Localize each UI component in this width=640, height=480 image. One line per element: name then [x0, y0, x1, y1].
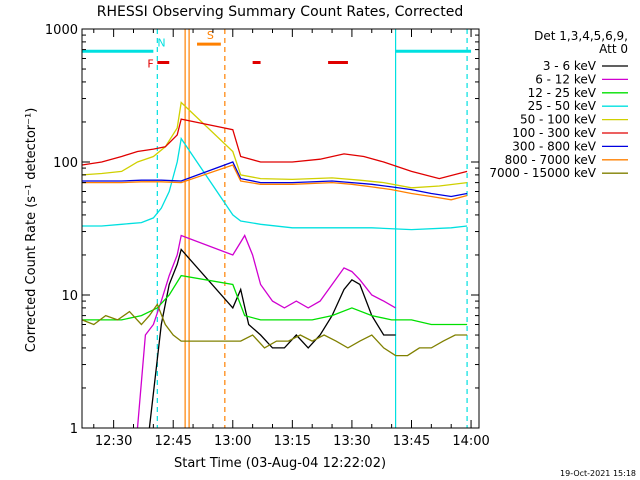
- series-line: [148, 248, 396, 429]
- legend-label: 12 - 25 keV: [528, 86, 597, 100]
- legend-label: 25 - 50 keV: [528, 99, 597, 113]
- series-line: [82, 164, 468, 201]
- legend-header-line2: Att 0: [599, 42, 628, 56]
- legend-label: 3 - 6 keV: [543, 59, 597, 73]
- x-axis: 12:30 12:45 13:00 13:15 13:30 13:45 14:00: [93, 29, 490, 449]
- legend-label: 100 - 300 keV: [512, 126, 596, 140]
- plot-frame: [81, 28, 480, 429]
- legend-label: 50 - 100 keV: [520, 113, 597, 127]
- series-line: [81, 303, 468, 357]
- chart-title: RHESSI Observing Summary Count Rates, Co…: [97, 4, 463, 20]
- flag-label: N: [157, 36, 165, 49]
- x-tick-label: 14:00: [452, 434, 489, 449]
- series-line: [81, 101, 468, 189]
- x-tick-label: 13:00: [214, 434, 251, 449]
- legend-label: 6 - 12 keV: [535, 72, 597, 86]
- legend-label: 300 - 800 keV: [512, 139, 596, 153]
- series-line: [136, 234, 396, 429]
- series-line: [82, 161, 468, 198]
- series-line: [81, 118, 468, 180]
- flag-label: S: [207, 29, 214, 42]
- y-tick-label: 100: [53, 156, 78, 171]
- y-tick-label: 1000: [45, 23, 78, 38]
- x-tick-label: 13:15: [274, 434, 311, 449]
- series-line: [82, 274, 468, 326]
- flag-label: F: [147, 57, 153, 70]
- plot-area: N S F: [81, 29, 472, 429]
- x-axis-label: Start Time (03-Aug-04 12:22:02): [174, 456, 386, 471]
- x-tick-label: 12:45: [154, 434, 191, 449]
- y-tick-label: 10: [61, 289, 78, 304]
- legend-label: 800 - 7000 keV: [505, 153, 597, 167]
- legend-header-line1: Det 1,3,4,5,6,9,: [534, 29, 628, 43]
- y-axis: 1 10 100 1000: [45, 23, 479, 437]
- series-line: [82, 136, 468, 231]
- y-axis-label: Corrected Count Rate (s⁻¹ detector⁻¹): [24, 108, 39, 353]
- x-tick-label: 12:30: [95, 434, 132, 449]
- y-tick-label: 1: [70, 422, 78, 437]
- legend-label: 7000 - 15000 keV: [489, 166, 596, 180]
- footer-date: 19-Oct-2021 15:18: [560, 469, 636, 478]
- x-tick-label: 13:45: [393, 434, 430, 449]
- x-tick-label: 13:30: [333, 434, 370, 449]
